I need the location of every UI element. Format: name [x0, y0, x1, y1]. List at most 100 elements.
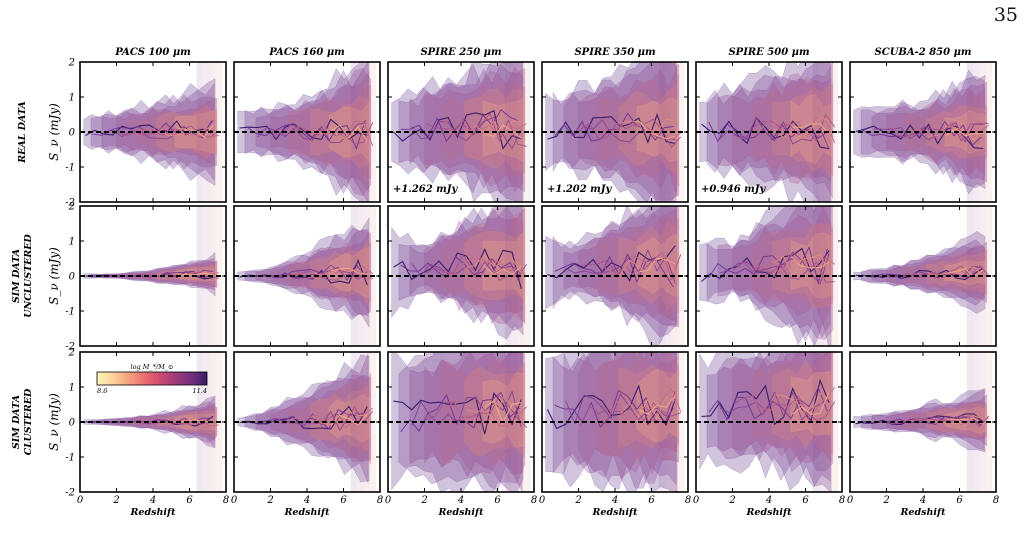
median-line	[598, 251, 682, 280]
high-z-band	[665, 62, 672, 202]
mass-bin-band	[563, 62, 680, 201]
y-tick-label: 1	[69, 383, 75, 394]
panel	[849, 205, 997, 347]
mass-bin-band	[871, 81, 988, 183]
mass-bin-band	[328, 394, 371, 443]
panel: 0 2 4 6 8 Redshift	[231, 351, 383, 518]
median-line	[774, 254, 830, 278]
panel: SPIRE 500 μm	[695, 47, 843, 203]
y-tick-label: 2	[68, 348, 75, 359]
median-line	[484, 124, 522, 139]
panel-content	[696, 206, 842, 346]
x-tick-label: 2	[112, 495, 119, 506]
mass-bin-band	[255, 67, 372, 197]
panels: -2 -1 0 1 2 S_ν (mJy) REAL DATA PACS 100 μm PACS…	[11, 47, 999, 518]
median-line	[792, 259, 830, 269]
y-axis-label: S_ν (mJy)	[47, 393, 61, 451]
median-line	[734, 261, 835, 283]
row-label: REAL DATA	[17, 101, 28, 164]
median-line	[393, 248, 522, 289]
high-z-band	[203, 62, 210, 202]
median-line	[638, 257, 676, 273]
mass-bin-band	[409, 206, 526, 325]
panel-content	[696, 62, 842, 202]
median-line	[466, 255, 522, 274]
median-line	[774, 116, 830, 139]
median-line	[792, 391, 830, 415]
x-tick-label: 6	[648, 495, 655, 506]
mass-bin-band	[636, 233, 679, 298]
mass-bin-band	[750, 222, 834, 309]
mass-bin-band	[270, 70, 370, 194]
mass-bin-band	[563, 206, 680, 328]
high-z-band	[203, 206, 210, 346]
median-line	[272, 269, 373, 281]
x-axis-label: Redshift	[746, 507, 793, 518]
panel-content	[234, 206, 380, 346]
panel-content	[850, 206, 996, 346]
median-line	[330, 414, 368, 426]
median-line	[411, 261, 522, 277]
mass-bin-band	[101, 401, 218, 443]
x-tick-label: 4	[765, 495, 772, 506]
mass-bin-band	[442, 82, 526, 177]
panel: PACS 160 μm	[233, 47, 381, 203]
panel: -2 -1 0 1 2 S_ν (mJy) REAL DATA PACS 100 μm	[17, 47, 227, 209]
median-line	[547, 384, 676, 430]
mass-bin-band	[424, 352, 524, 476]
mass-bin-band	[563, 352, 680, 484]
median-line	[946, 268, 984, 278]
median-line	[330, 267, 368, 275]
x-tick-label: 0	[847, 495, 854, 506]
y-axis-label: S_ν (mJy)	[47, 247, 61, 305]
x-tick-label: 6	[340, 495, 347, 506]
x-tick-label: 6	[494, 495, 501, 506]
x-tick-label: 4	[457, 495, 464, 506]
median-line	[426, 394, 528, 428]
x-tick-label: 6	[956, 495, 963, 506]
x-axis-label: Redshift	[284, 507, 331, 518]
offset-annotation: +0.946 mJy	[701, 184, 766, 195]
mass-bin-band	[904, 94, 988, 170]
x-tick-label: 0	[231, 495, 238, 506]
median-line	[411, 116, 522, 150]
x-tick-label: 8	[223, 495, 229, 506]
panel-content	[80, 62, 226, 202]
median-line	[928, 415, 984, 425]
panel-content	[850, 352, 996, 492]
mass-bin-band	[545, 206, 678, 346]
high-z-band	[658, 62, 666, 202]
median-line	[393, 392, 522, 435]
x-tick-label: 4	[611, 495, 618, 506]
median-line	[946, 417, 984, 425]
high-z-band	[511, 62, 518, 202]
high-z-band	[819, 62, 826, 202]
median-line	[400, 391, 520, 433]
x-tick-label: 0	[539, 495, 546, 506]
high-z-band	[973, 206, 980, 346]
panel-content	[80, 206, 226, 346]
panel-content	[388, 206, 534, 346]
median-line	[565, 249, 676, 284]
mass-bin-band	[552, 352, 677, 490]
mass-bin-band	[853, 231, 986, 314]
mass-bin-band	[853, 69, 986, 195]
x-tick-label: 8	[531, 495, 537, 506]
x-tick-label: 0	[693, 495, 700, 506]
x-tick-label: 2	[420, 495, 427, 506]
mass-bin-band	[578, 352, 678, 476]
median-line	[547, 112, 676, 145]
panel-content	[850, 62, 996, 202]
overlay: +1.262 mJy +1.202 mJy +0.946 mJy log M_*/M_…	[96, 184, 766, 395]
median-line	[330, 124, 368, 142]
mass-bin-band	[244, 224, 369, 321]
row-label-line: UNCLUSTERED	[23, 233, 34, 317]
y-tick-label: 2	[68, 202, 75, 213]
median-line	[906, 269, 989, 278]
median-line	[466, 120, 522, 137]
median-line	[888, 122, 989, 142]
mass-bin-band	[750, 75, 834, 182]
median-line	[734, 395, 836, 421]
median-line	[598, 388, 682, 422]
panel: -2 -1 0 1 2 S_ν (mJy) SIM DATAUNCLUSTERED	[11, 202, 227, 353]
